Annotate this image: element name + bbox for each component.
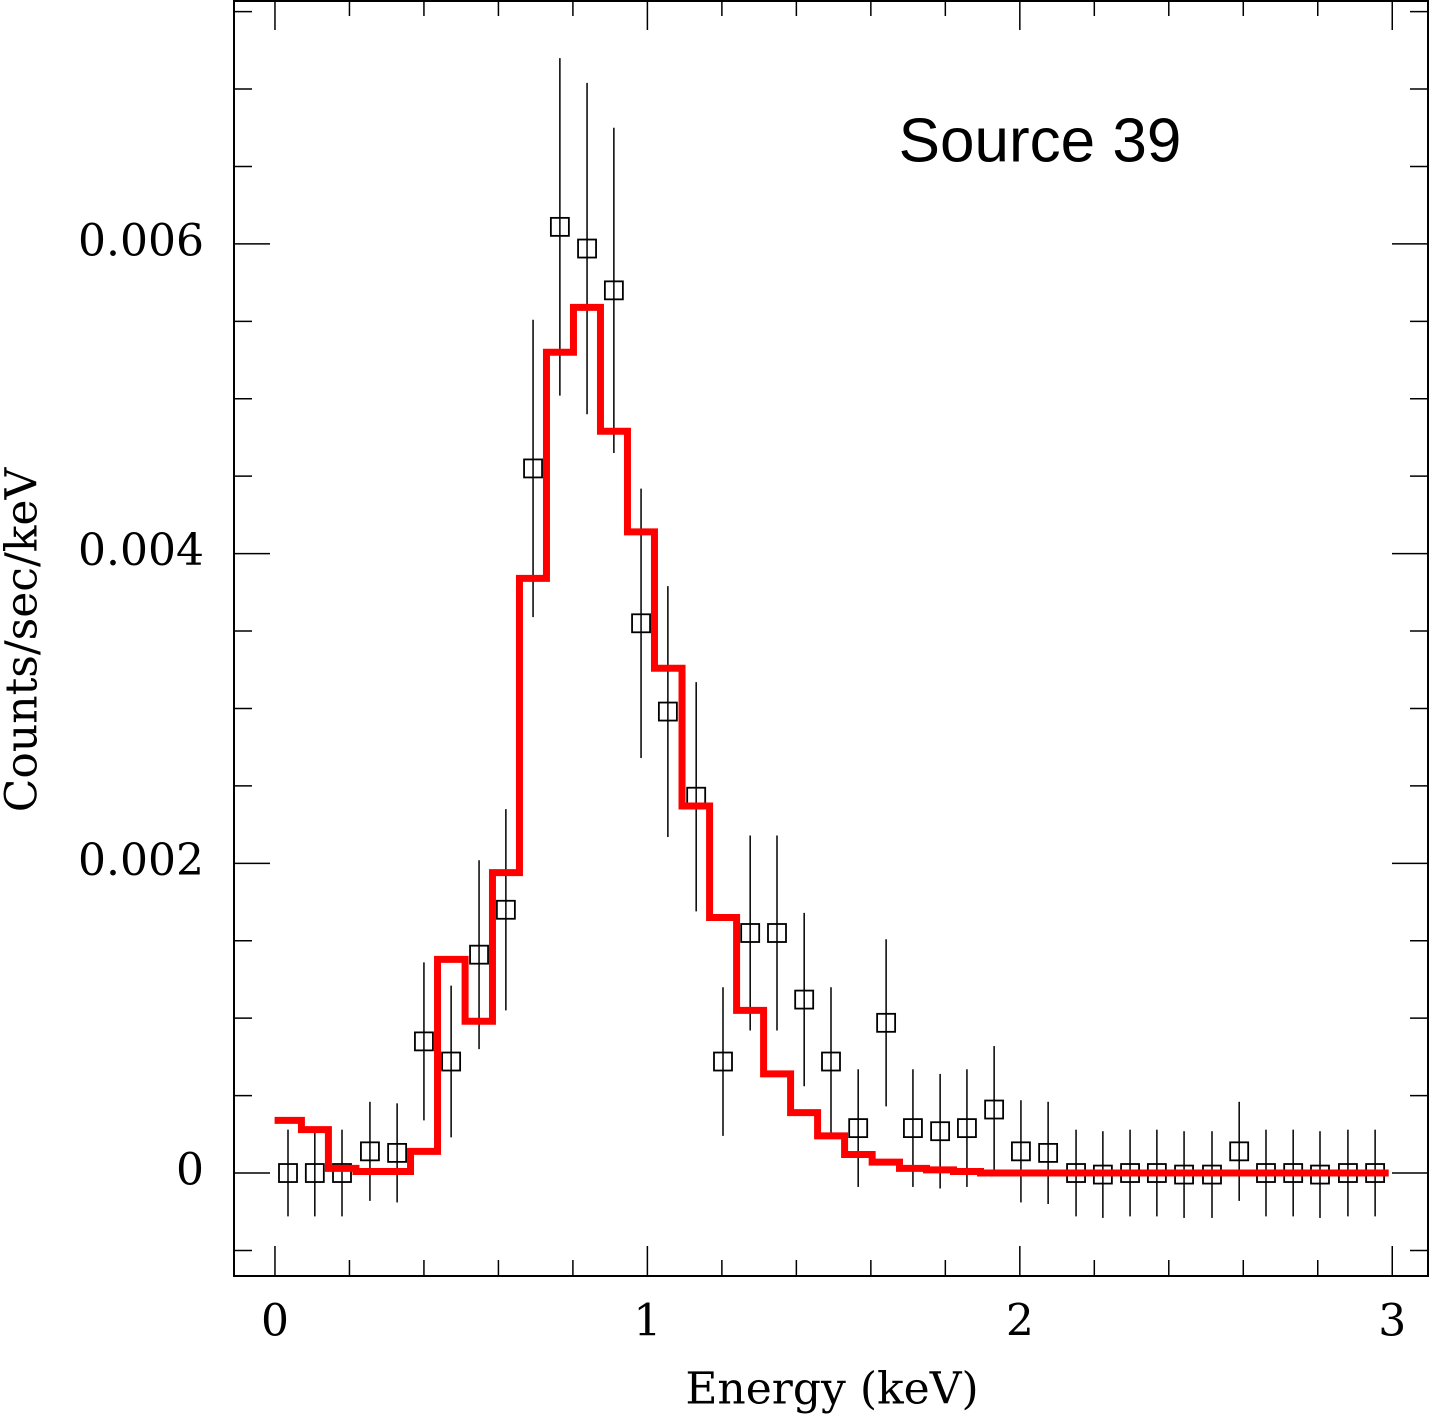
- x-axis-label: Energy (keV): [685, 1364, 978, 1415]
- data-point: [657, 701, 678, 722]
- data-point: [360, 1141, 380, 1162]
- data-point: [332, 1163, 352, 1183]
- model-step-line: [274, 303, 1389, 1177]
- data-point: [631, 613, 651, 634]
- data-point: [957, 1118, 977, 1139]
- data-point: [713, 1051, 733, 1072]
- data-point: [930, 1121, 951, 1142]
- data-point: [1229, 1141, 1250, 1162]
- data-point: [1011, 1141, 1031, 1162]
- y-tick-label: 0.006: [78, 215, 204, 266]
- y-tick-label: 0.004: [78, 525, 204, 576]
- y-tick-label: 0.002: [78, 835, 204, 886]
- data-point: [1038, 1142, 1059, 1163]
- data-point: [740, 923, 761, 943]
- plot-frame: [233, 0, 1429, 1277]
- data-point: [304, 1163, 325, 1183]
- data-point: [577, 238, 597, 259]
- x-tick-label: 1: [633, 1296, 661, 1347]
- y-axis-label: Counts/sec/keV: [0, 467, 48, 813]
- data-point: [794, 989, 815, 1010]
- data-point: [984, 1099, 1005, 1120]
- data-point: [876, 1012, 897, 1033]
- data-point: [767, 923, 787, 943]
- data-point: [387, 1142, 408, 1163]
- x-tick-label: 0: [261, 1296, 289, 1347]
- data-point: [549, 216, 570, 237]
- chart-title: Source 39: [899, 106, 1182, 175]
- data-point: [903, 1118, 923, 1139]
- x-tick-label: 3: [1378, 1296, 1406, 1347]
- y-tick-label: 0: [176, 1145, 204, 1196]
- data-point: [603, 280, 624, 301]
- data-point: [414, 1031, 434, 1052]
- data-point: [495, 899, 516, 920]
- data-point: [441, 1051, 462, 1072]
- data-point: [523, 458, 543, 479]
- data-point: [821, 1051, 841, 1072]
- x-tick-label: 2: [1006, 1296, 1034, 1347]
- data-point: [848, 1118, 869, 1139]
- data-point: [278, 1163, 298, 1183]
- data-point: [469, 944, 489, 965]
